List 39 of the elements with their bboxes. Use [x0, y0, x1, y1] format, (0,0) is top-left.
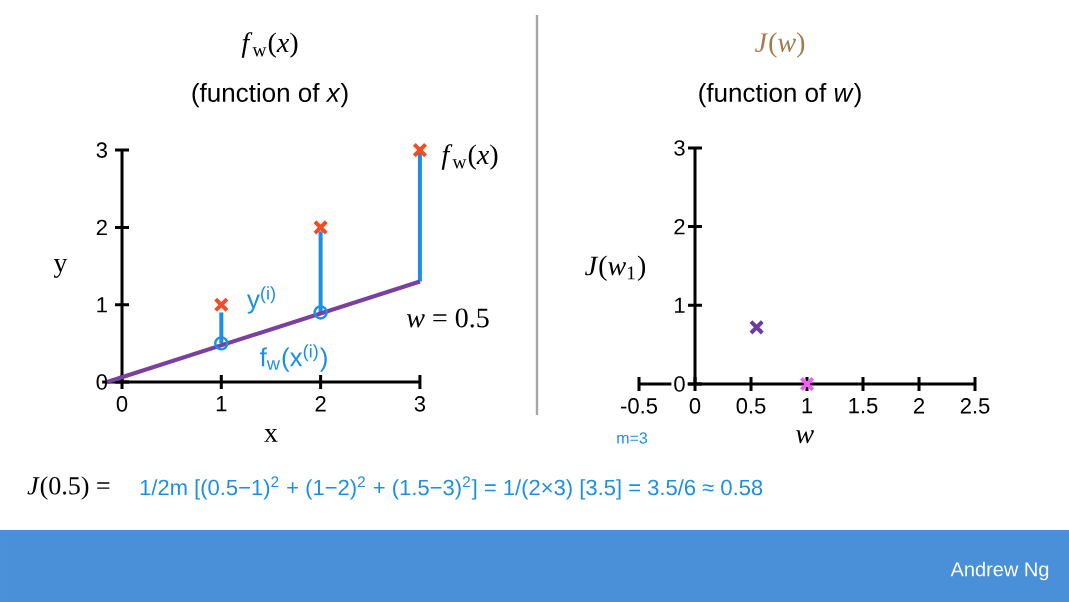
y-tick-label: 1 — [97, 297, 107, 313]
point — [214, 336, 229, 351]
y-tick-label: 1 — [675, 297, 685, 313]
point — [412, 142, 428, 158]
x-axis-title: w — [796, 430, 814, 444]
x-tick-label: 0 — [116, 396, 128, 412]
point — [312, 219, 329, 236]
y-tick-label: 2 — [674, 218, 685, 235]
x-tick-label: 3 — [414, 396, 426, 412]
x-tick-label: 1 — [802, 398, 813, 414]
y-tick-label: 3 — [96, 142, 107, 158]
x-tick-label: -0.5 — [621, 398, 658, 414]
annotation: w = 0.5 — [406, 308, 489, 328]
y-tick-label: 2 — [96, 219, 107, 236]
y-axis-title: J(w$_{1}$) — [585, 255, 646, 282]
chart-title: J(w) — [755, 32, 805, 58]
annotation: y$^{(i)}$ — [246, 286, 275, 314]
y-tick-label: 3 — [674, 140, 685, 156]
x-tick-label: 2 — [913, 398, 925, 414]
text: 1/2m [(0.5−1)$^{2}$ + (1−2)$^{2}$ + (1.5−3)$^{2}$] = 1/(2×3) [3.5] = 3.5/6 ≈ 0.58 — [140, 476, 763, 500]
text: f$_{w}$(x) — [441, 144, 498, 170]
x-tick-label: 0 — [689, 398, 701, 414]
y-tick-label: 0 — [674, 376, 685, 392]
text: m=3 — [617, 432, 648, 444]
chart-title: f$_{w}$(x) — [241, 32, 298, 58]
x-tick-label: 2.5 — [960, 398, 990, 414]
x-axis-title: x — [264, 428, 278, 442]
point — [313, 305, 328, 320]
y-axis-title: y — [53, 258, 68, 278]
text: Andrew Ng — [950, 561, 1049, 581]
x-tick-label: 1 — [216, 396, 227, 412]
text: J(0.5) = — [27, 476, 110, 500]
x-tick-label: 2 — [315, 396, 326, 412]
x-tick-label: 0.5 — [736, 398, 766, 414]
chart-subtitle: (function of w) — [699, 82, 861, 108]
point — [213, 297, 229, 313]
x-tick-label: 1.5 — [849, 398, 878, 414]
annotation: f$_{w}$(x$^{(i)}$) — [259, 344, 327, 372]
chart-subtitle: (function of x) — [192, 82, 348, 108]
